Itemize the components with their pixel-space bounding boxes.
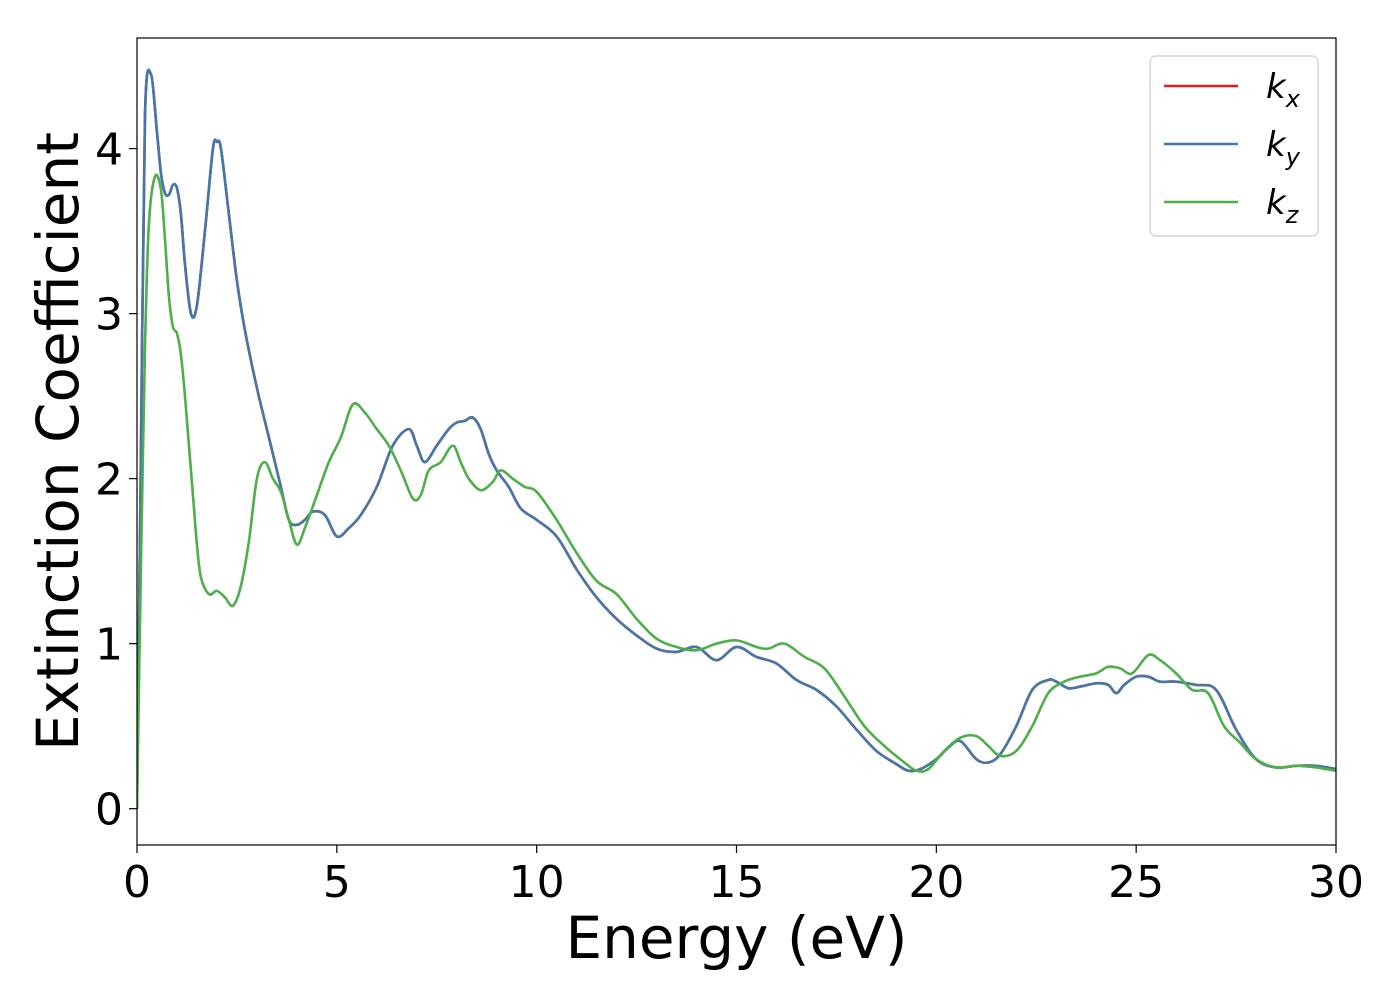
series-line-k-z <box>137 173 1336 809</box>
series-line-k-y <box>137 68 1336 809</box>
x-tick-label: 0 <box>123 857 151 908</box>
y-axis-title: Extinction Coefficient <box>24 132 92 751</box>
x-axis: 0 5 10 15 20 25 30 <box>123 845 1364 908</box>
legend-label: kx <box>1266 67 1301 113</box>
x-tick-label: 15 <box>709 857 765 908</box>
y-tick-label: 1 <box>95 620 123 671</box>
x-tick-label: 5 <box>323 857 351 908</box>
x-tick-label: 25 <box>1108 857 1164 908</box>
y-tick-label: 3 <box>95 290 123 341</box>
x-tick-label: 30 <box>1308 857 1364 908</box>
legend-label: kz <box>1266 183 1300 229</box>
legend: kx ky kz <box>1149 55 1319 237</box>
x-tick-label: 20 <box>908 857 964 908</box>
legend-label: ky <box>1266 125 1301 171</box>
y-axis: 0 1 2 3 4 <box>95 125 137 836</box>
y-tick-label: 4 <box>95 125 123 176</box>
y-tick-label: 2 <box>95 455 123 506</box>
y-tick-label: 0 <box>95 785 123 836</box>
x-tick-label: 10 <box>509 857 565 908</box>
plot-lines <box>137 68 1336 809</box>
legend-box <box>1149 55 1319 237</box>
x-axis-title: Energy (eV) <box>565 904 907 972</box>
